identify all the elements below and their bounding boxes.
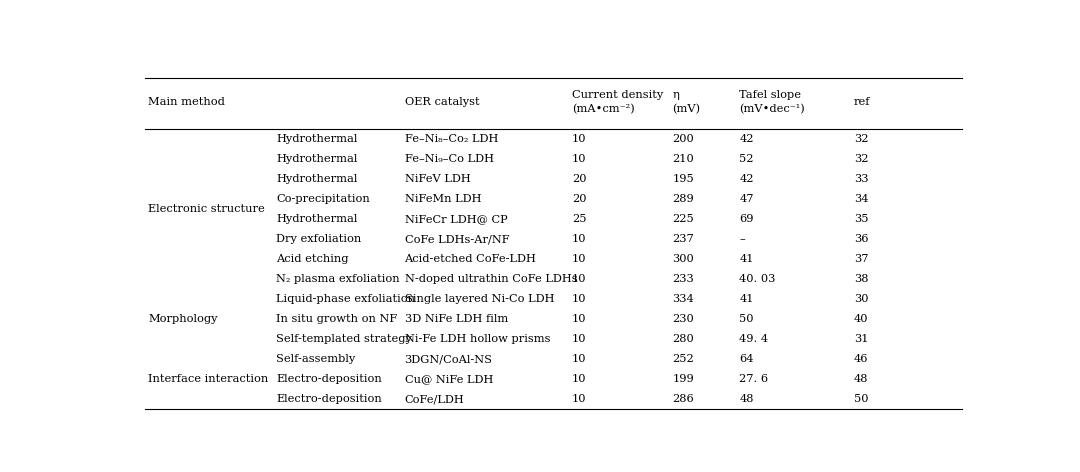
Text: 3DGN/CoAl-NS: 3DGN/CoAl-NS bbox=[405, 354, 492, 364]
Text: Fe–Ni₉–Co LDH: Fe–Ni₉–Co LDH bbox=[405, 154, 494, 164]
Text: NiFeCr LDH@ CP: NiFeCr LDH@ CP bbox=[405, 214, 508, 224]
Text: 32: 32 bbox=[854, 154, 868, 164]
Text: 199: 199 bbox=[673, 374, 694, 384]
Text: 237: 237 bbox=[673, 234, 694, 244]
Text: 10: 10 bbox=[572, 374, 586, 384]
Text: 46: 46 bbox=[854, 354, 868, 364]
Text: Self-templated strategy: Self-templated strategy bbox=[276, 334, 413, 344]
Text: 41: 41 bbox=[740, 254, 754, 264]
Text: 230: 230 bbox=[673, 314, 694, 324]
Text: 30: 30 bbox=[854, 294, 868, 304]
Text: 41: 41 bbox=[740, 294, 754, 304]
Text: 10: 10 bbox=[572, 274, 586, 284]
Text: 27. 6: 27. 6 bbox=[740, 374, 769, 384]
Text: 32: 32 bbox=[854, 135, 868, 144]
Text: 69: 69 bbox=[740, 214, 754, 224]
Text: N₂ plasma exfoliation: N₂ plasma exfoliation bbox=[276, 274, 400, 284]
Text: 289: 289 bbox=[673, 194, 694, 204]
Text: Ni-Fe LDH hollow prisms: Ni-Fe LDH hollow prisms bbox=[405, 334, 550, 344]
Text: OER catalyst: OER catalyst bbox=[405, 97, 480, 107]
Text: 40. 03: 40. 03 bbox=[740, 274, 775, 284]
Text: 10: 10 bbox=[572, 154, 586, 164]
Text: 31: 31 bbox=[854, 334, 868, 344]
Text: 20: 20 bbox=[572, 174, 586, 184]
Text: ref: ref bbox=[854, 97, 870, 107]
Text: 10: 10 bbox=[572, 135, 586, 144]
Text: Liquid-phase exfoliation: Liquid-phase exfoliation bbox=[276, 294, 416, 304]
Text: CoFe/LDH: CoFe/LDH bbox=[405, 394, 464, 404]
Text: Acid-etched CoFe-LDH: Acid-etched CoFe-LDH bbox=[405, 254, 537, 264]
Text: Hydrothermal: Hydrothermal bbox=[276, 135, 357, 144]
Text: 10: 10 bbox=[572, 254, 586, 264]
Text: Current density
(mA•cm⁻²): Current density (mA•cm⁻²) bbox=[572, 90, 663, 114]
Text: Acid etching: Acid etching bbox=[276, 254, 349, 264]
Text: Cu@ NiFe LDH: Cu@ NiFe LDH bbox=[405, 374, 492, 384]
Text: Main method: Main method bbox=[148, 97, 226, 107]
Text: η
(mV): η (mV) bbox=[673, 90, 701, 114]
Text: 233: 233 bbox=[673, 274, 694, 284]
Text: 40: 40 bbox=[854, 314, 868, 324]
Text: Interface interaction: Interface interaction bbox=[148, 374, 269, 384]
Text: Hydrothermal: Hydrothermal bbox=[276, 154, 357, 164]
Text: NiFeMn LDH: NiFeMn LDH bbox=[405, 194, 481, 204]
Text: 10: 10 bbox=[572, 334, 586, 344]
Text: Electro-deposition: Electro-deposition bbox=[276, 374, 382, 384]
Text: –: – bbox=[740, 234, 745, 244]
Text: Hydrothermal: Hydrothermal bbox=[276, 174, 357, 184]
Text: In situ growth on NF: In situ growth on NF bbox=[276, 314, 397, 324]
Text: 48: 48 bbox=[854, 374, 868, 384]
Text: 42: 42 bbox=[740, 135, 754, 144]
Text: 286: 286 bbox=[673, 394, 694, 404]
Text: NiFeV LDH: NiFeV LDH bbox=[405, 174, 470, 184]
Text: 33: 33 bbox=[854, 174, 868, 184]
Text: Electronic structure: Electronic structure bbox=[148, 204, 266, 214]
Text: 10: 10 bbox=[572, 354, 586, 364]
Text: 25: 25 bbox=[572, 214, 586, 224]
Text: 35: 35 bbox=[854, 214, 868, 224]
Text: 200: 200 bbox=[673, 135, 694, 144]
Text: 300: 300 bbox=[673, 254, 694, 264]
Text: Fe–Ni₈–Co₂ LDH: Fe–Ni₈–Co₂ LDH bbox=[405, 135, 498, 144]
Text: 50: 50 bbox=[854, 394, 868, 404]
Text: 3D NiFe LDH film: 3D NiFe LDH film bbox=[405, 314, 508, 324]
Text: 334: 334 bbox=[673, 294, 694, 304]
Text: 42: 42 bbox=[740, 174, 754, 184]
Text: 50: 50 bbox=[740, 314, 754, 324]
Text: 210: 210 bbox=[673, 154, 694, 164]
Text: 225: 225 bbox=[673, 214, 694, 224]
Text: 195: 195 bbox=[673, 174, 694, 184]
Text: CoFe LDHs-Ar/NF: CoFe LDHs-Ar/NF bbox=[405, 234, 509, 244]
Text: 64: 64 bbox=[740, 354, 754, 364]
Text: 47: 47 bbox=[740, 194, 754, 204]
Text: Tafel slope
(mV•dec⁻¹): Tafel slope (mV•dec⁻¹) bbox=[740, 90, 805, 114]
Text: 49. 4: 49. 4 bbox=[740, 334, 769, 344]
Text: 10: 10 bbox=[572, 294, 586, 304]
Text: Hydrothermal: Hydrothermal bbox=[276, 214, 357, 224]
Text: 36: 36 bbox=[854, 234, 868, 244]
Text: 10: 10 bbox=[572, 314, 586, 324]
Text: 10: 10 bbox=[572, 234, 586, 244]
Text: N-doped ultrathin CoFe LDHs: N-doped ultrathin CoFe LDHs bbox=[405, 274, 577, 284]
Text: Electro-deposition: Electro-deposition bbox=[276, 394, 382, 404]
Text: 10: 10 bbox=[572, 394, 586, 404]
Text: 48: 48 bbox=[740, 394, 754, 404]
Text: Dry exfoliation: Dry exfoliation bbox=[276, 234, 362, 244]
Text: 280: 280 bbox=[673, 334, 694, 344]
Text: 252: 252 bbox=[673, 354, 694, 364]
Text: Co-precipitation: Co-precipitation bbox=[276, 194, 370, 204]
Text: Single layered Ni-Co LDH: Single layered Ni-Co LDH bbox=[405, 294, 554, 304]
Text: 38: 38 bbox=[854, 274, 868, 284]
Text: 52: 52 bbox=[740, 154, 754, 164]
Text: Self-assembly: Self-assembly bbox=[276, 354, 355, 364]
Text: 34: 34 bbox=[854, 194, 868, 204]
Text: 37: 37 bbox=[854, 254, 868, 264]
Text: Morphology: Morphology bbox=[148, 314, 218, 324]
Text: 20: 20 bbox=[572, 194, 586, 204]
